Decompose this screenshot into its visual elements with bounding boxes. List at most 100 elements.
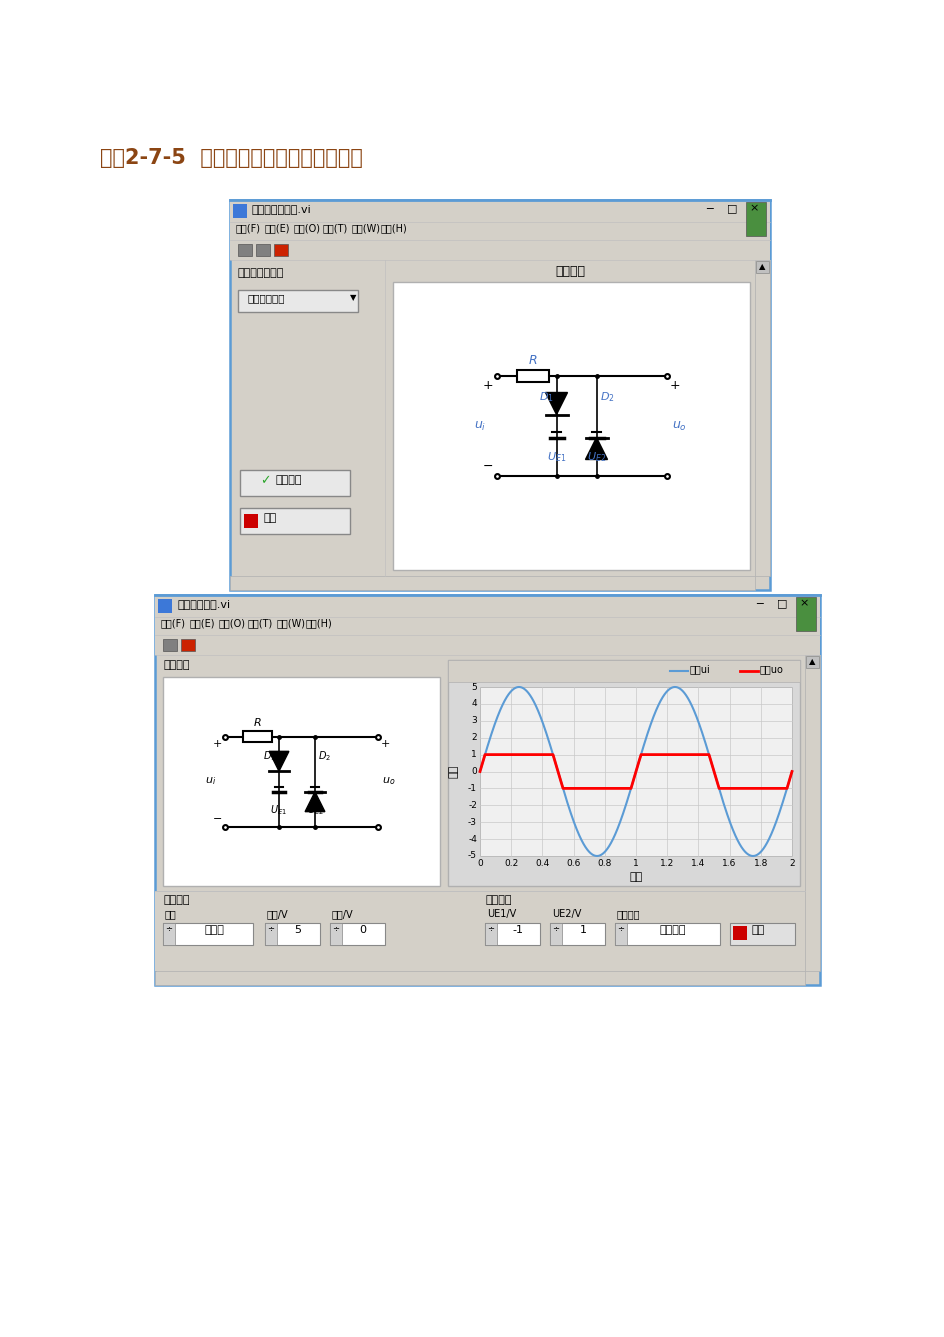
Text: 帮助(H): 帮助(H)	[306, 618, 332, 628]
Bar	[240, 471, 349, 496]
Text: 0: 0	[359, 925, 366, 935]
Text: ÷: ÷	[267, 924, 274, 933]
Bar	[155, 595, 819, 985]
Bar	[229, 576, 754, 590]
Text: -4: -4	[467, 834, 477, 844]
Text: $u_o$: $u_o$	[382, 775, 396, 787]
Text: 5: 5	[295, 925, 301, 935]
Bar	[729, 923, 794, 945]
Text: -1: -1	[467, 783, 477, 793]
Text: $U_{E2}$: $U_{E2}$	[586, 451, 605, 464]
Bar	[155, 971, 804, 985]
Text: ▲: ▲	[808, 656, 815, 666]
Text: $D_2$: $D_2$	[317, 749, 330, 763]
Text: ÷: ÷	[616, 924, 624, 933]
Bar	[158, 599, 172, 612]
Text: 0.4: 0.4	[534, 858, 549, 868]
Polygon shape	[269, 751, 289, 771]
Bar	[745, 202, 766, 237]
Polygon shape	[305, 792, 325, 812]
Text: R: R	[253, 718, 261, 729]
Bar	[549, 923, 604, 945]
Bar	[256, 243, 270, 255]
Bar	[162, 677, 440, 886]
Text: ÷: ÷	[487, 924, 494, 933]
Bar	[755, 261, 768, 273]
Text: UE1/V: UE1/V	[486, 909, 515, 919]
Bar	[155, 635, 819, 655]
Bar	[229, 222, 769, 241]
Text: 2: 2	[788, 858, 794, 868]
Bar	[240, 508, 349, 533]
Bar	[329, 923, 384, 945]
Bar	[484, 923, 497, 945]
Text: −: −	[212, 814, 222, 824]
Text: $D_1$: $D_1$	[263, 749, 276, 763]
Bar	[155, 616, 819, 635]
Bar	[162, 923, 175, 945]
Text: 停止: 停止	[263, 513, 277, 523]
Text: 工具(T): 工具(T)	[247, 618, 273, 628]
Text: $D_1$: $D_1$	[538, 390, 553, 404]
Text: 2: 2	[471, 733, 477, 742]
Text: $U_{E2}$: $U_{E2}$	[306, 804, 323, 817]
Text: 3: 3	[471, 717, 477, 725]
Text: 1.4: 1.4	[691, 858, 705, 868]
Text: 0: 0	[477, 858, 482, 868]
Text: 工具(T): 工具(T)	[323, 223, 348, 233]
Text: ×: ×	[799, 598, 808, 608]
Text: $u_i$: $u_i$	[205, 775, 216, 787]
Text: 二极管及其应用.vi: 二极管及其应用.vi	[252, 205, 312, 214]
Text: $U_{E1}$: $U_{E1}$	[547, 451, 565, 464]
Bar	[238, 243, 252, 255]
Text: 电路形式: 电路形式	[162, 660, 190, 670]
Bar	[229, 241, 769, 259]
Bar	[229, 201, 769, 222]
Text: +: +	[212, 739, 222, 749]
Bar	[264, 923, 277, 945]
Text: 电路参数: 电路参数	[484, 894, 511, 905]
Text: $U_{E1}$: $U_{E1}$	[270, 804, 287, 817]
Text: 振幅: 振幅	[448, 765, 459, 778]
Text: ✓: ✓	[260, 475, 270, 487]
Text: 1: 1	[471, 750, 477, 759]
Text: ÷: ÷	[165, 924, 173, 933]
Bar	[329, 923, 342, 945]
Text: 窗口(W): 窗口(W)	[351, 223, 380, 233]
Text: 输入ui: 输入ui	[689, 664, 710, 674]
Bar	[484, 923, 539, 945]
Text: -3: -3	[467, 818, 477, 826]
Text: R: R	[528, 354, 536, 366]
Bar	[229, 201, 769, 590]
Bar	[393, 282, 750, 570]
Bar	[181, 639, 194, 651]
Bar	[447, 660, 800, 682]
Text: 0.6: 0.6	[565, 858, 581, 868]
Bar	[233, 205, 246, 218]
Text: 电路预览: 电路预览	[554, 265, 584, 278]
Text: ─: ─	[756, 598, 763, 608]
Bar	[754, 259, 769, 576]
Bar	[733, 927, 746, 940]
Text: 启动分析: 启动分析	[276, 475, 302, 485]
Bar	[162, 639, 177, 651]
Text: -2: -2	[467, 801, 477, 810]
Text: 返回: 返回	[751, 925, 765, 935]
Text: 4: 4	[471, 699, 477, 709]
Text: 5: 5	[471, 682, 477, 691]
Text: 1.6: 1.6	[721, 858, 736, 868]
Bar	[274, 243, 288, 255]
Text: 窗口(W): 窗口(W)	[277, 618, 306, 628]
Text: ×: ×	[749, 203, 758, 213]
Text: 正弦波: 正弦波	[204, 925, 224, 935]
Text: 编辑(E): 编辑(E)	[264, 223, 290, 233]
Bar	[155, 595, 819, 616]
Text: 类型: 类型	[165, 909, 177, 919]
Text: 输出uo: 输出uo	[759, 664, 783, 674]
Text: 0: 0	[471, 767, 477, 775]
Bar	[805, 656, 818, 668]
Text: 操作(O): 操作(O)	[294, 223, 321, 233]
Text: $u_o$: $u_o$	[671, 420, 685, 433]
Text: □: □	[726, 203, 736, 213]
Text: 分析2-7-5  双向限幅电路的配套程序分析: 分析2-7-5 双向限幅电路的配套程序分析	[100, 148, 362, 168]
